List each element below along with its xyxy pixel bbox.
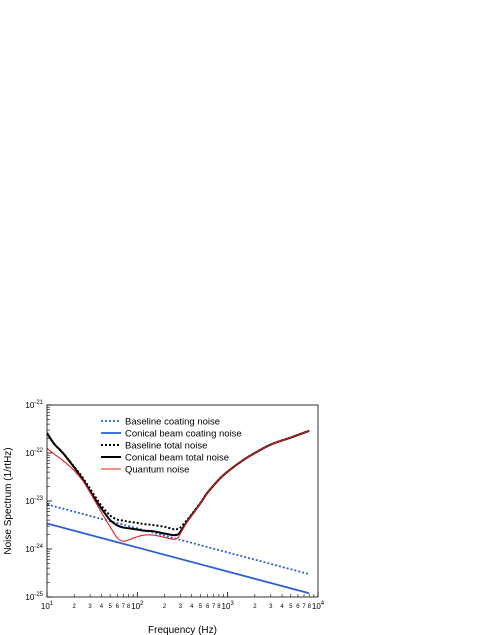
x-minor-label: 2: [163, 604, 167, 610]
x-axis-title: Frequency (Hz): [148, 625, 217, 635]
x-minor-label: 3: [269, 604, 273, 610]
legend-label: Conical beam coating noise: [125, 429, 242, 440]
x-minor-label: 4: [190, 604, 194, 610]
x-tick-label: 104: [312, 601, 325, 611]
x-minor-label: 6: [206, 604, 210, 610]
x-minor-label: 6: [116, 604, 120, 610]
x-minor-label: 8: [308, 604, 312, 610]
x-tick-label: 103: [222, 601, 235, 611]
y-tick-label: 10-22: [25, 448, 43, 458]
x-minor-label: 4: [280, 604, 284, 610]
x-minor-label: 7: [122, 604, 126, 610]
legend-label: Conical beam total noise: [125, 453, 229, 464]
y-axis-title: Noise Spectrum (1/rtHz): [3, 447, 14, 554]
x-minor-label: 5: [289, 604, 293, 610]
y-tick-label: 10-21: [25, 400, 43, 410]
x-tick-label: 101: [41, 601, 54, 611]
x-minor-label: 4: [100, 604, 104, 610]
y-tick-label: 10-24: [25, 544, 43, 554]
y-tick-label: 10-23: [25, 496, 43, 506]
x-minor-label: 7: [302, 604, 306, 610]
x-minor-label: 5: [199, 604, 203, 610]
series-line-quantum-noise: [47, 430, 310, 542]
x-minor-label: 5: [108, 604, 112, 610]
x-minor-label: 3: [179, 604, 183, 610]
series-line-baseline-coating-noise: [47, 503, 310, 575]
x-tick-label: 102: [131, 601, 144, 611]
legend-label: Quantum noise: [125, 465, 189, 476]
legend-label: Baseline coating noise: [125, 417, 220, 428]
legend-label: Baseline total noise: [125, 441, 207, 452]
x-minor-label: 2: [253, 604, 257, 610]
x-minor-label: 2: [73, 604, 77, 610]
x-minor-label: 8: [217, 604, 221, 610]
x-minor-label: 6: [296, 604, 300, 610]
series-line-conical-beam-coating-noise: [47, 522, 310, 595]
x-minor-label: 8: [127, 604, 131, 610]
y-tick-label: 10-25: [25, 592, 43, 602]
series-line-baseline-total-noise: [47, 429, 310, 531]
x-minor-label: 7: [212, 604, 216, 610]
x-minor-label: 3: [88, 604, 92, 610]
plot-area: [47, 429, 310, 595]
